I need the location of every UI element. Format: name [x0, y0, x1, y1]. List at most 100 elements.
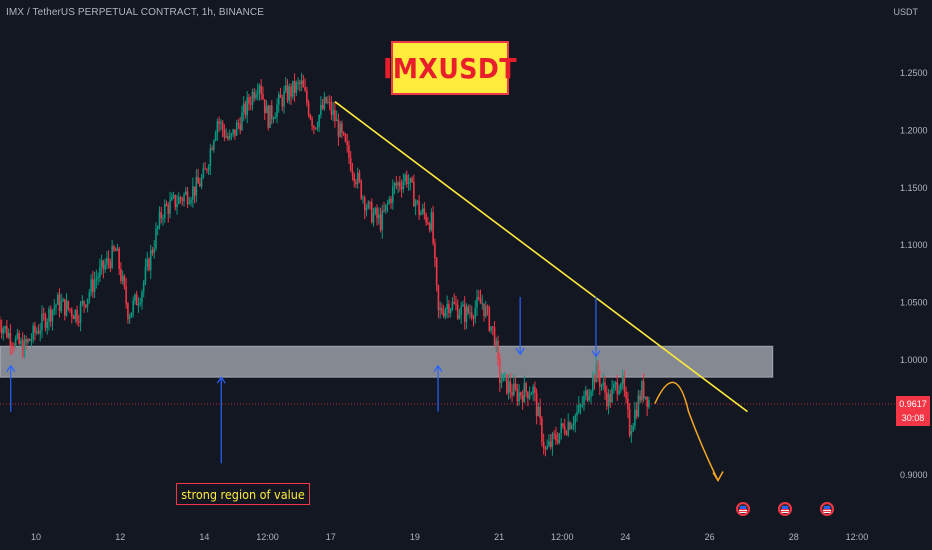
candle-body — [67, 300, 70, 309]
candle-body — [214, 133, 217, 141]
candle-body — [467, 306, 470, 314]
candle-body — [260, 85, 263, 95]
candle-body — [293, 80, 296, 93]
candle-body — [16, 333, 19, 338]
x-tick-label: 14 — [199, 532, 209, 542]
candle-body — [388, 198, 391, 204]
candle-body — [32, 325, 34, 340]
candle-body — [481, 303, 484, 305]
candle-body — [369, 202, 371, 204]
candle-body — [11, 345, 13, 347]
candle-body — [544, 447, 547, 450]
candle-body — [567, 422, 570, 435]
candle-body — [341, 123, 343, 133]
candle-body — [199, 183, 201, 187]
candle-body — [620, 383, 622, 391]
candle-body — [372, 213, 375, 223]
candle-body — [495, 340, 498, 346]
candle-body — [514, 383, 517, 390]
candle-body — [185, 191, 187, 195]
candle-body — [504, 374, 506, 376]
candle-body — [413, 181, 415, 207]
candle-body — [458, 315, 461, 319]
candle-body — [90, 279, 92, 293]
candle-body — [521, 395, 524, 403]
candle-body — [609, 393, 612, 403]
candle-body — [393, 183, 396, 187]
us-flag-icon[interactable] — [820, 502, 834, 516]
candle-body — [255, 94, 257, 99]
candle-body — [411, 177, 413, 182]
candle-body — [107, 258, 110, 263]
candle-body — [120, 269, 122, 282]
candle-body — [432, 212, 434, 244]
candle-body — [453, 302, 455, 304]
candle-body — [616, 382, 619, 395]
y-tick-label: 1.1500 — [900, 183, 928, 193]
candle-body — [581, 404, 584, 406]
candle-body — [490, 326, 492, 331]
candle-body — [44, 315, 47, 329]
candle-body — [218, 121, 220, 124]
candle-body — [606, 392, 608, 407]
candle-body — [113, 246, 115, 251]
candle-body — [35, 331, 38, 333]
candle-body — [639, 395, 641, 401]
projection-curve — [654, 381, 719, 481]
candle-body — [155, 228, 157, 249]
candle-body — [584, 390, 587, 396]
candle-body — [558, 433, 561, 443]
candle-body — [560, 423, 562, 434]
candle-body — [223, 129, 226, 138]
candle-body — [556, 440, 559, 443]
candle-body — [83, 300, 85, 305]
candle-body — [465, 306, 468, 322]
candle-body — [111, 246, 113, 268]
candle-body — [300, 80, 303, 85]
us-flag-icon[interactable] — [778, 502, 792, 516]
candle-body — [213, 140, 215, 150]
x-tick-label: 28 — [789, 532, 799, 542]
candle-body — [286, 85, 289, 101]
candle-body — [104, 264, 106, 270]
candle-body — [176, 203, 178, 208]
us-flag-icon[interactable] — [736, 502, 750, 516]
candle-body — [507, 381, 510, 394]
candle-body — [628, 409, 631, 436]
candle-body — [114, 250, 117, 252]
candle-body — [60, 301, 63, 312]
candle-body — [227, 136, 229, 139]
candle-body — [598, 376, 601, 387]
candle-body — [614, 382, 617, 385]
candle-body — [202, 168, 205, 178]
candle-body — [348, 145, 350, 158]
candle-body — [491, 326, 494, 328]
candle-body — [406, 175, 408, 185]
candle-body — [174, 195, 177, 208]
candle-body — [363, 197, 366, 211]
candle-body — [418, 200, 420, 216]
candle-body — [423, 208, 426, 215]
candle-body — [374, 208, 377, 214]
candle-body — [576, 411, 578, 416]
candle-body — [462, 304, 464, 307]
x-tick-label: 12:00 — [551, 532, 574, 542]
candle-body — [399, 182, 401, 187]
candle-body — [342, 132, 345, 135]
candle-body — [611, 388, 613, 403]
candle-body — [4, 326, 6, 329]
candle-body — [370, 202, 373, 223]
candle-body — [588, 396, 591, 401]
candle-body — [642, 381, 645, 399]
candle-body — [565, 432, 568, 435]
candle-body — [237, 122, 240, 125]
candle-body — [509, 381, 512, 392]
candle-body — [123, 275, 126, 287]
candle-body — [141, 291, 143, 303]
candle-body — [641, 381, 643, 401]
candle-body — [221, 122, 224, 130]
candle-body — [425, 214, 427, 223]
candle-body — [163, 204, 166, 219]
candle-body — [51, 310, 54, 322]
